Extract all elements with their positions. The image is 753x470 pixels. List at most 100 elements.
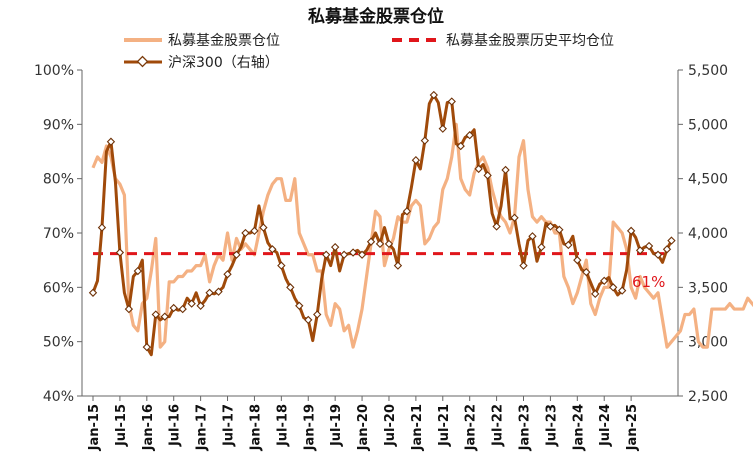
y-axis-left: 40% 50% 60% 70% 80% 90% 100% — [34, 63, 82, 405]
hs300-point — [591, 289, 600, 299]
y-left-tick-label: 40% — [43, 389, 74, 405]
hs300-point — [564, 240, 573, 250]
y-right-tick-label: 4,500 — [688, 172, 728, 188]
y-left-tick-label: 90% — [43, 117, 74, 133]
hs300-point — [286, 283, 295, 292]
x-tick-label: Jul-23 — [544, 404, 559, 447]
hs300-point — [205, 288, 214, 297]
hs300-point — [106, 137, 116, 146]
x-tick-label: Jan-25 — [625, 404, 640, 451]
hs300-point — [151, 310, 160, 319]
hs300-point — [510, 213, 519, 222]
hs300-point — [348, 248, 358, 257]
y-left-tick-label: 60% — [43, 280, 74, 296]
x-tick-label: Jul-18 — [275, 404, 290, 447]
hs300-point — [313, 310, 322, 319]
x-axis: Jan-15 Jul-15 Jan-16 Jul-16 Jan-17 Jul-17 Jan-… — [87, 396, 640, 451]
hs300-point — [429, 90, 438, 100]
y-right-tick-label: 4,000 — [688, 226, 728, 242]
series-line-hs300 — [91, 93, 673, 357]
hs300-point — [492, 222, 501, 231]
hs300-point — [555, 225, 564, 234]
y-right-tick-label: 2,500 — [688, 389, 728, 405]
hs300-point — [250, 226, 259, 236]
chart-title: 私募基金股票仓位 — [308, 6, 444, 27]
hs300-point — [411, 156, 421, 165]
plot-area — [88, 90, 753, 357]
hs300-point — [169, 303, 178, 313]
x-tick-label: Jan-19 — [302, 404, 317, 451]
legend-label-position: 私募基金股票仓位 — [168, 32, 280, 49]
hs300-point — [573, 255, 582, 265]
hs300-point — [268, 245, 277, 254]
legend-label-average: 私募基金股票历史平均仓位 — [446, 32, 614, 49]
hs300-point — [402, 207, 412, 216]
hs300-point — [375, 239, 385, 249]
x-tick-label: Jan-23 — [518, 404, 533, 451]
hs300-point — [214, 287, 223, 296]
x-tick-label: Jan-20 — [356, 404, 371, 451]
x-tick-label: Jul-16 — [168, 404, 183, 447]
legend-label-hs300: 沪深300（右轴） — [168, 55, 279, 71]
y-right-tick-label: 3,500 — [688, 280, 728, 296]
x-tick-label: Jul-22 — [491, 404, 506, 447]
hs300-point — [357, 250, 367, 259]
legend: 私募基金股票仓位 私募基金股票历史平均仓位 沪深300（右轴） — [124, 32, 614, 71]
hs300-point — [438, 124, 447, 133]
hs300-point — [241, 228, 250, 238]
x-tick-label: Jul-15 — [114, 404, 129, 447]
y-left-tick-label: 70% — [43, 226, 74, 242]
hs300-point — [653, 250, 663, 259]
hs300-point — [330, 242, 340, 252]
hs300-point — [662, 245, 672, 254]
hs300-point — [322, 250, 331, 259]
x-tick-label: Jul-20 — [383, 404, 398, 447]
hs300-point — [501, 165, 510, 175]
hs300-point — [600, 276, 609, 285]
series-line-position — [91, 122, 753, 349]
x-tick-label: Jan-21 — [410, 404, 425, 451]
hs300-point — [178, 304, 187, 314]
hs300-point — [384, 239, 394, 249]
x-tick-label: Jan-16 — [141, 404, 156, 451]
y-right-tick-label: 5,000 — [688, 117, 728, 133]
hs300-point — [635, 246, 645, 255]
hs300-point — [232, 250, 241, 259]
hs300-point — [187, 299, 196, 308]
hs300-point — [393, 261, 403, 270]
hs300-point — [142, 342, 151, 352]
hs300-point — [617, 286, 627, 295]
hs300-point — [519, 261, 528, 270]
hs300-point — [537, 242, 546, 252]
x-tick-label: Jan-15 — [87, 404, 102, 451]
hs300-point — [465, 131, 474, 140]
hs300-point — [474, 164, 483, 174]
hs300-point — [88, 288, 98, 297]
y-right-tick-label: 5,500 — [688, 63, 728, 79]
legend-marker-hs300 — [136, 55, 149, 68]
hs300-point — [196, 301, 205, 310]
hs300-point — [133, 266, 143, 276]
hs300-point — [124, 304, 134, 314]
hs300-point — [304, 315, 313, 325]
hs300-point — [259, 223, 268, 232]
x-tick-label: Jul-17 — [222, 404, 237, 447]
hs300-point — [582, 267, 591, 277]
hs300-point — [546, 222, 555, 231]
hs300-point — [160, 312, 169, 321]
average-position-label: 61% — [632, 273, 665, 291]
x-tick-label: Jul-19 — [329, 404, 344, 447]
hs300-point — [420, 136, 430, 145]
hs300-point — [609, 283, 618, 292]
hs300-point — [626, 226, 636, 236]
hs300-point — [667, 236, 676, 245]
hs300-point — [295, 301, 304, 310]
hs300-point — [97, 223, 107, 232]
hs300-point — [366, 237, 376, 246]
hs300-point — [483, 171, 492, 180]
hs300-point — [339, 250, 349, 259]
y-left-tick-label: 50% — [43, 335, 74, 351]
y-left-tick-label: 80% — [43, 172, 74, 188]
